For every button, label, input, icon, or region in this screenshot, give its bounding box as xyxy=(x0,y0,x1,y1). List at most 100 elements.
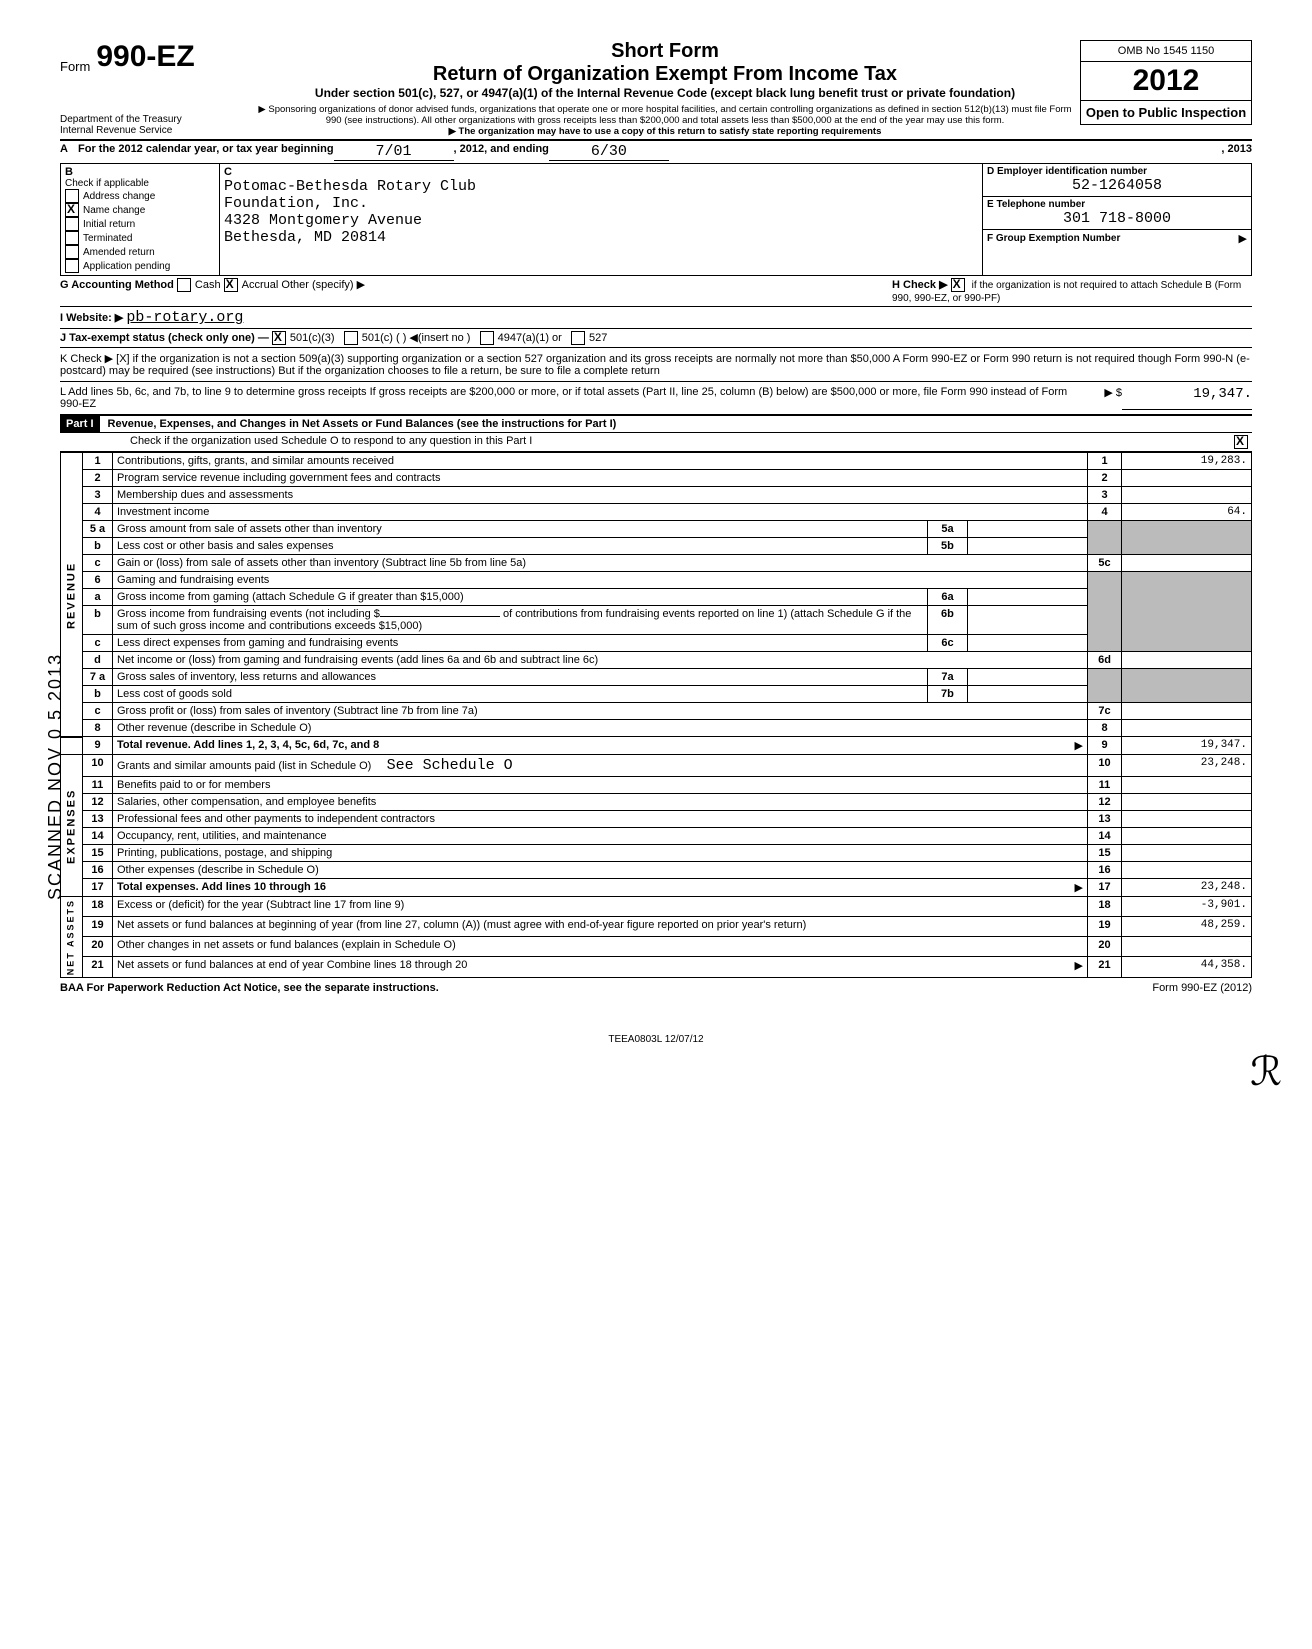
line10-col: 10 xyxy=(1088,755,1122,777)
line9-num: 9 xyxy=(83,737,113,755)
line12-num: 12 xyxy=(83,794,113,811)
line5a-num: 5 a xyxy=(83,521,113,538)
check-amended[interactable]: Amended return xyxy=(83,247,155,258)
line2-col: 2 xyxy=(1088,470,1122,487)
line6-text: Gaming and fundraising events xyxy=(113,572,1088,589)
line-l-arrow: ▶ $ xyxy=(1072,386,1122,410)
line21-num: 21 xyxy=(83,957,113,978)
line19-num: 19 xyxy=(83,917,113,937)
line6d-col: 6d xyxy=(1088,652,1122,669)
line15-text: Printing, publications, postage, and shi… xyxy=(113,845,1088,862)
line4-amt: 64. xyxy=(1122,504,1252,521)
line6c-text: Less direct expenses from gaming and fun… xyxy=(113,635,928,652)
line7c-text: Gross profit or (loss) from sales of inv… xyxy=(113,703,1088,720)
cash-label: Cash xyxy=(195,279,221,291)
line10-amt: 23,248. xyxy=(1122,755,1252,777)
box-c-letter: C xyxy=(224,166,232,178)
line15-col: 15 xyxy=(1088,845,1122,862)
check-terminated[interactable]: Terminated xyxy=(83,233,132,244)
accrual-label: Accrual xyxy=(242,279,279,291)
line1-text: Contributions, gifts, grants, and simila… xyxy=(113,453,1088,470)
line18-amt: -3,901. xyxy=(1122,897,1252,917)
part1-table: REVENUE 1 Contributions, gifts, grants, … xyxy=(60,452,1252,978)
check-501c[interactable] xyxy=(344,331,358,345)
side-netassets: NET ASSETS xyxy=(61,897,83,978)
line6b-sub: 6b xyxy=(927,606,967,635)
dept-irs: Internal Revenue Service xyxy=(60,125,250,136)
sponsor-note: ▶ Sponsoring organizations of donor advi… xyxy=(250,104,1080,126)
line4-text: Investment income xyxy=(113,504,1088,521)
check-pending[interactable]: Application pending xyxy=(83,261,170,272)
insert-no: ) ◀(insert no ) xyxy=(403,332,471,344)
line12-text: Salaries, other compensation, and employ… xyxy=(113,794,1088,811)
line5a-text: Gross amount from sale of assets other t… xyxy=(113,521,928,538)
org-addr-1: 4328 Montgomery Avenue xyxy=(224,212,978,229)
website-value[interactable]: pb-rotary.org xyxy=(126,309,243,326)
org-name-1: Potomac-Bethesda Rotary Club xyxy=(224,178,978,195)
501c3-label: 501(c)(3) xyxy=(290,332,335,344)
line7c-num: c xyxy=(83,703,113,720)
line-a-text: For the 2012 calendar year, or tax year … xyxy=(78,143,334,161)
line-g-label: G Accounting Method xyxy=(60,279,174,291)
line6d-num: d xyxy=(83,652,113,669)
line9-amt: 19,347. xyxy=(1122,737,1252,755)
footer-code: TEEA0803L 12/07/12 xyxy=(60,1034,1252,1045)
line20-num: 20 xyxy=(83,937,113,957)
line20-text: Other changes in net assets or fund bala… xyxy=(113,937,1088,957)
line11-text: Benefits paid to or for members xyxy=(113,777,1088,794)
line5c-text: Gain or (loss) from sale of assets other… xyxy=(113,555,1088,572)
identity-block: B Check if applicable Address change Nam… xyxy=(60,163,1252,276)
line6b-text: Gross income from fundraising events (no… xyxy=(117,608,380,620)
line3-col: 3 xyxy=(1088,487,1122,504)
phone-value: 301 718-8000 xyxy=(987,210,1247,227)
year-end[interactable]: 6/30 xyxy=(549,143,669,161)
line18-col: 18 xyxy=(1088,897,1122,917)
line13-num: 13 xyxy=(83,811,113,828)
line19-text: Net assets or fund balances at beginning… xyxy=(113,917,1088,937)
check-accrual[interactable] xyxy=(224,278,238,292)
line-j-label: J Tax-exempt status (check only one) — xyxy=(60,332,269,344)
dept-treasury: Department of the Treasury xyxy=(60,114,250,125)
year-end-year: , 2013 xyxy=(1221,143,1252,161)
line-a-mid: , 2012, and ending xyxy=(454,143,549,161)
check-schedule-o[interactable] xyxy=(1234,435,1248,449)
check-initial[interactable]: Initial return xyxy=(83,219,135,230)
arrow-icon: ▶ xyxy=(1239,232,1247,245)
line18-num: 18 xyxy=(83,897,113,917)
line1-col: 1 xyxy=(1088,453,1122,470)
check-527[interactable] xyxy=(571,331,585,345)
side-expenses: EXPENSES xyxy=(61,755,83,897)
4947-label: 4947(a)(1) or xyxy=(498,332,562,344)
check-501c3[interactable] xyxy=(272,331,286,345)
line2-text: Program service revenue including govern… xyxy=(113,470,1088,487)
line5c-num: c xyxy=(83,555,113,572)
line6a-num: a xyxy=(83,589,113,606)
line7b-num: b xyxy=(83,686,113,703)
check-name-change[interactable]: Name change xyxy=(83,205,145,216)
check-4947[interactable] xyxy=(480,331,494,345)
line7c-col: 7c xyxy=(1088,703,1122,720)
line10-num: 10 xyxy=(83,755,113,777)
line16-col: 16 xyxy=(1088,862,1122,879)
line6a-sub: 6a xyxy=(927,589,967,606)
form-number: 990-EZ xyxy=(96,40,194,74)
line19-col: 19 xyxy=(1088,917,1122,937)
line-l-text: L Add lines 5b, 6c, and 7b, to line 9 to… xyxy=(60,386,1072,410)
tax-year: 2012 xyxy=(1081,62,1251,100)
line1-num: 1 xyxy=(83,453,113,470)
line-h-label: H Check ▶ xyxy=(892,279,948,291)
line20-col: 20 xyxy=(1088,937,1122,957)
initial-mark: ℛ xyxy=(1250,1048,1282,1095)
line21-text: Net assets or fund balances at end of ye… xyxy=(117,959,467,971)
line17-text: Total expenses. Add lines 10 through 16 xyxy=(117,881,326,893)
year-begin[interactable]: 7/01 xyxy=(334,143,454,161)
line6b-num: b xyxy=(83,606,113,635)
line16-text: Other expenses (describe in Schedule O) xyxy=(113,862,1088,879)
line10-extra: See Schedule O xyxy=(387,757,513,774)
line7a-sub: 7a xyxy=(927,669,967,686)
check-address[interactable]: Address change xyxy=(83,191,155,202)
line5b-sub: 5b xyxy=(927,538,967,555)
line15-num: 15 xyxy=(83,845,113,862)
check-cash[interactable] xyxy=(177,278,191,292)
check-schedule-b[interactable] xyxy=(951,278,965,292)
